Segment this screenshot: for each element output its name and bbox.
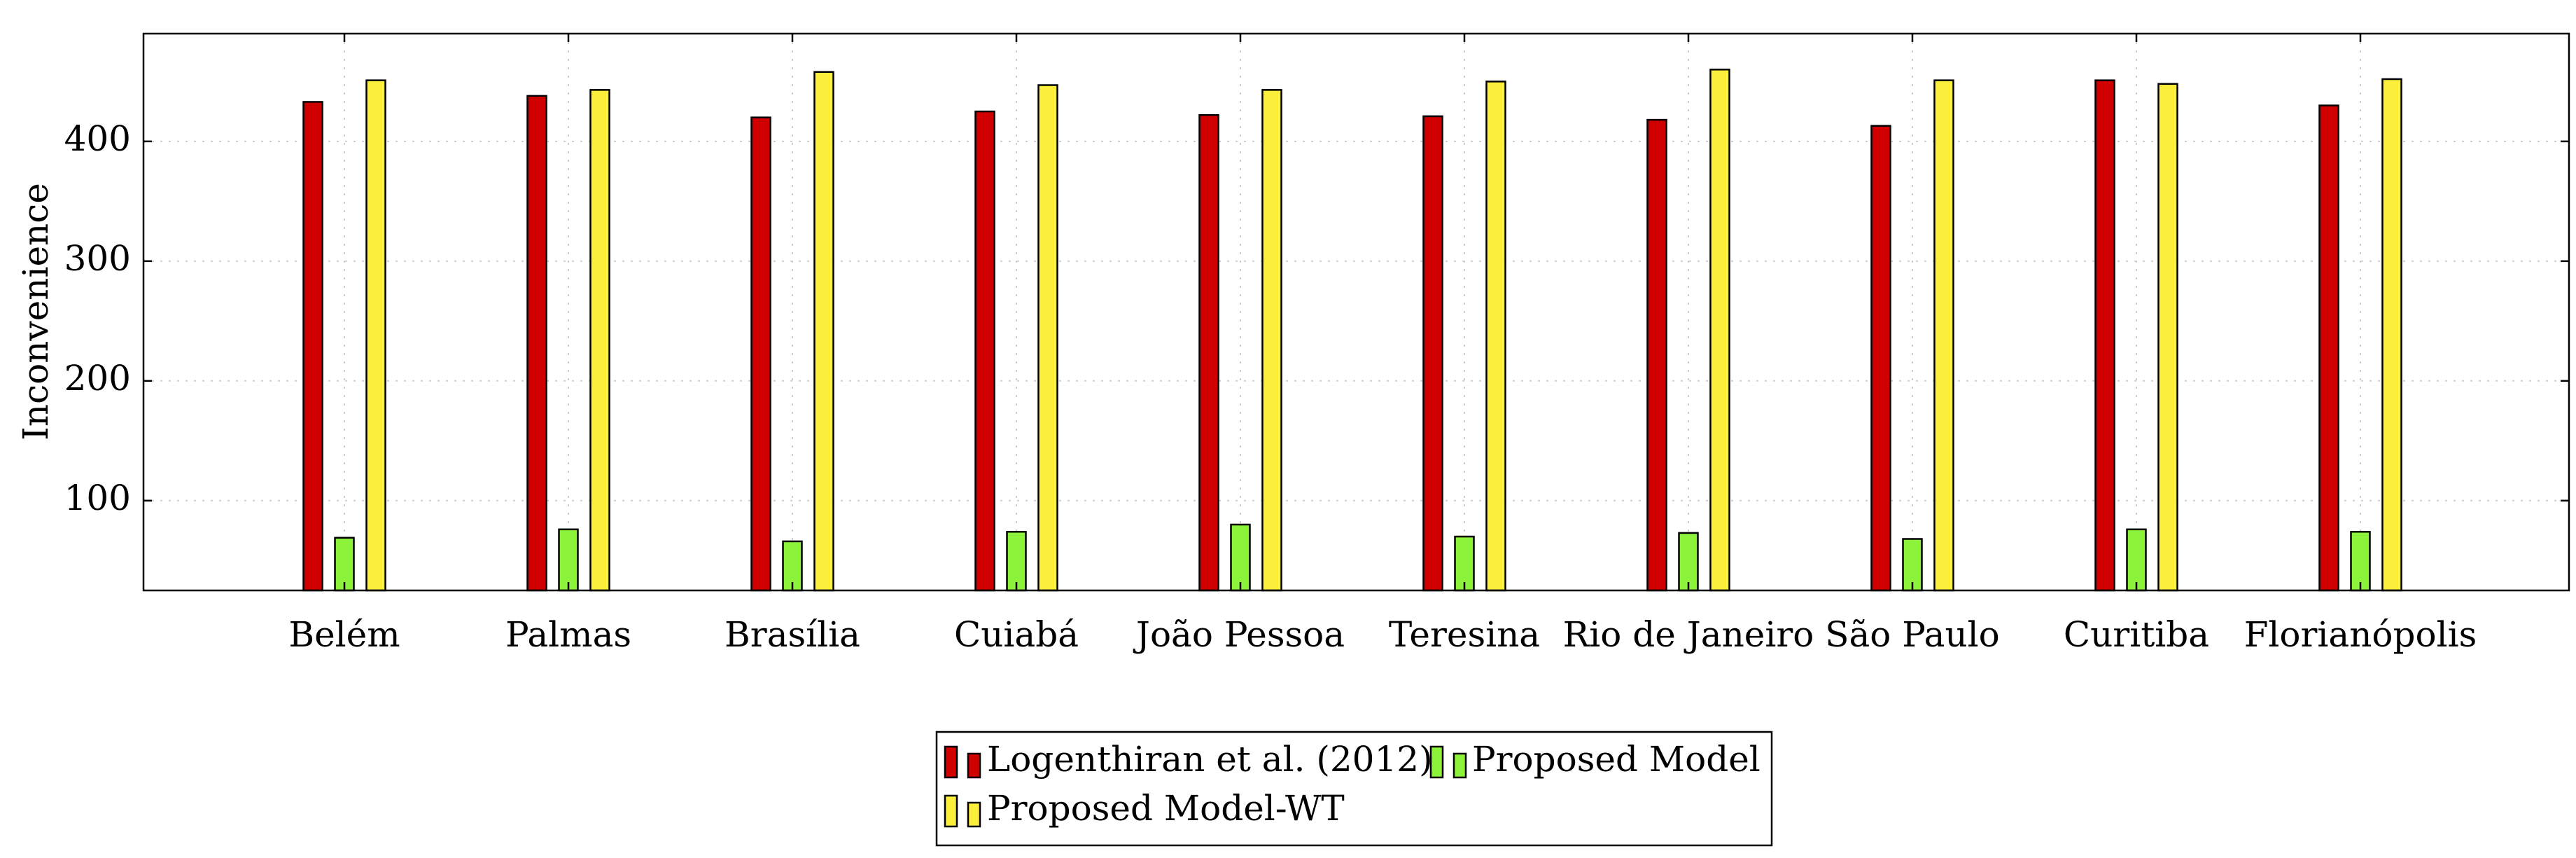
bar <box>813 71 834 592</box>
legend-label: Proposed Model <box>1472 739 1760 780</box>
x-tick-label: Rio de Janeiro <box>1563 614 1814 655</box>
x-tick-label: Brasília <box>724 614 860 655</box>
bar <box>1261 89 1282 592</box>
legend-swatch <box>944 745 958 779</box>
legend-label: Proposed Model-WT <box>987 788 1345 829</box>
x-tick-label: João Pessoa <box>1133 614 1345 655</box>
bar <box>974 110 995 592</box>
bar <box>1485 81 1506 592</box>
bar <box>334 537 355 592</box>
bar <box>2157 83 2178 592</box>
bar <box>2381 78 2402 592</box>
bar <box>2126 528 2147 592</box>
bar <box>1006 530 1027 592</box>
legend-box <box>935 731 1773 847</box>
x-tick-label: Belém <box>288 614 400 655</box>
legend-swatch <box>944 794 958 828</box>
y-tick-label: 200 <box>64 358 131 399</box>
bar <box>2318 104 2339 592</box>
bars-layer <box>302 69 2402 592</box>
plot-frame <box>142 32 2570 592</box>
y-tick-label: 400 <box>64 118 131 159</box>
legend: Logenthiran et al. (2012) Proposed Model P… <box>935 731 1773 847</box>
bar <box>1037 84 1058 592</box>
bar <box>2094 79 2115 592</box>
bar <box>1230 523 1251 592</box>
bar <box>1646 118 1667 592</box>
x-tick-label: São Paulo <box>1825 614 2000 655</box>
bar <box>1870 125 1891 592</box>
bar <box>2350 530 2371 592</box>
ticks-layer: 100 200 300 400 Belém Palmas Brasília Cuiabá Joã… <box>64 34 2569 655</box>
legend-swatch <box>967 752 981 779</box>
y-tick-label: 100 <box>64 478 131 518</box>
x-tick-label: Teresina <box>1389 614 1540 655</box>
bar <box>589 89 610 592</box>
legend-swatch <box>967 801 981 828</box>
legend-swatch <box>1429 745 1444 779</box>
x-tick-label: Curitiba <box>2064 614 2209 655</box>
bar <box>558 528 579 592</box>
bar <box>302 101 323 592</box>
bar <box>526 95 547 592</box>
grid-layer <box>144 34 2569 590</box>
bar <box>1933 79 1954 592</box>
bar <box>750 116 771 592</box>
legend-swatch <box>1452 752 1467 779</box>
bar <box>365 79 386 592</box>
legend-label: Logenthiran et al. (2012) <box>987 739 1433 780</box>
bar <box>1422 115 1443 592</box>
x-tick-label: Cuiabá <box>954 614 1079 655</box>
y-axis-label: Inconvenience <box>15 183 56 441</box>
x-tick-label: Palmas <box>505 614 631 655</box>
x-tick-label: Florianópolis <box>2244 614 2477 655</box>
bar <box>1678 532 1699 592</box>
bar <box>1198 114 1219 592</box>
bar <box>1709 69 1730 592</box>
y-tick-label: 300 <box>64 238 131 279</box>
